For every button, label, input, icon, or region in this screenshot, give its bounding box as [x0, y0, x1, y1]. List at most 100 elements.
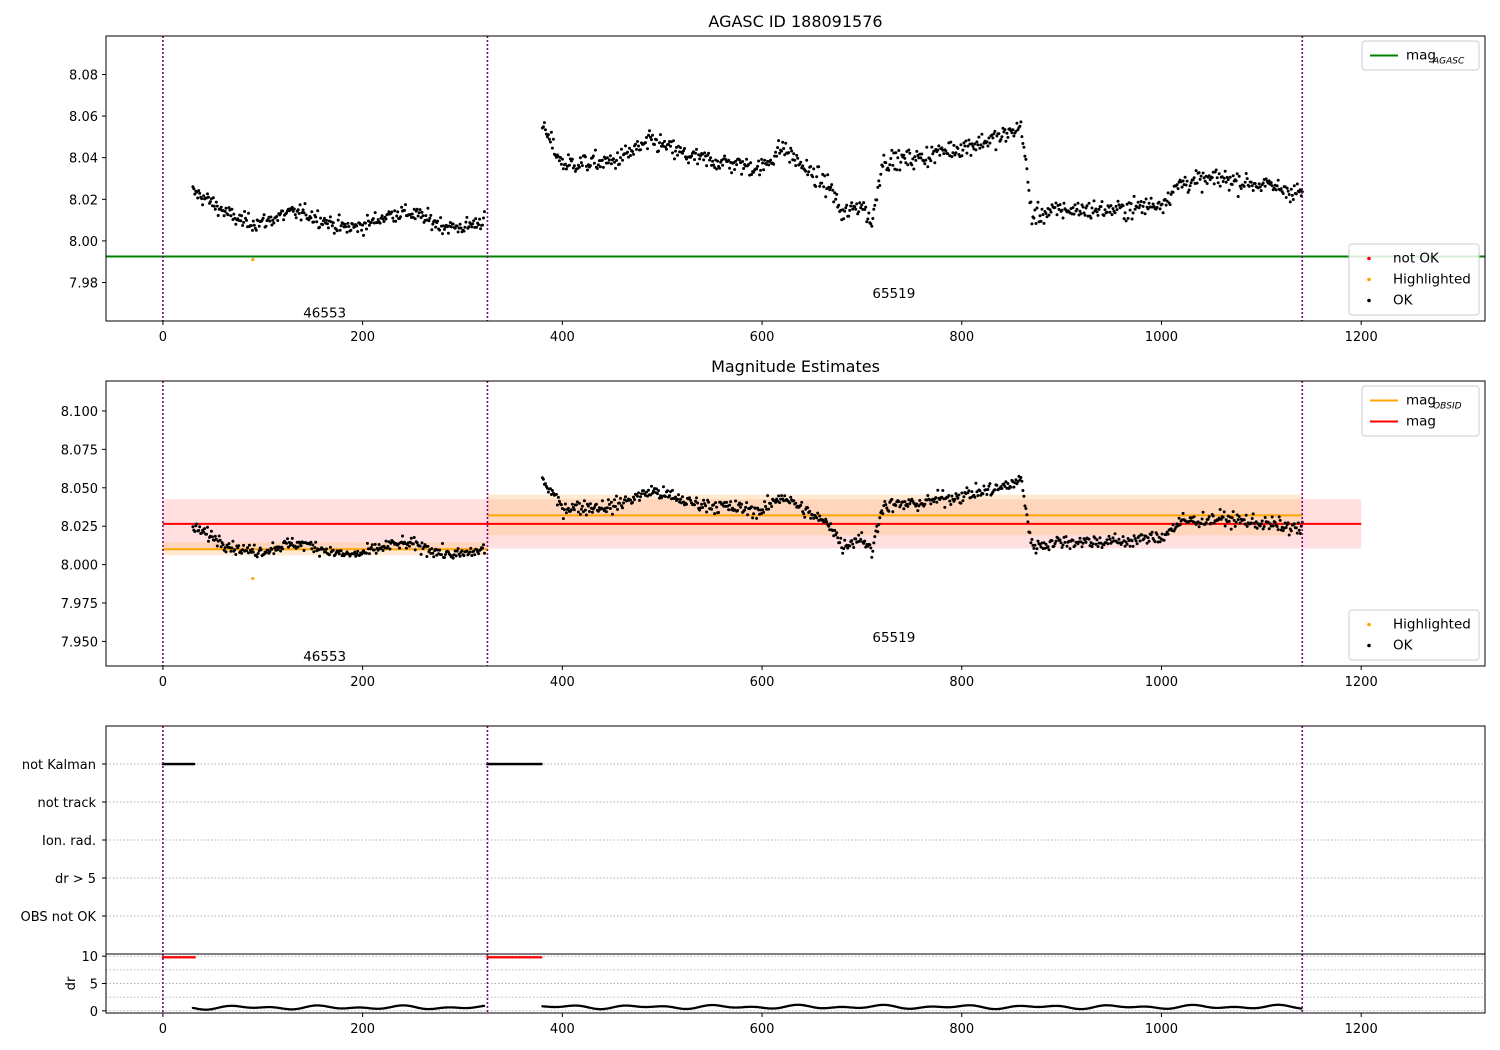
ok-point — [894, 151, 898, 155]
ok-point — [966, 144, 970, 148]
ok-point — [373, 211, 377, 215]
ok-point — [584, 164, 588, 168]
ok-point — [202, 194, 206, 198]
ok-point — [628, 146, 631, 150]
ok-point — [1204, 521, 1208, 525]
ok-point — [915, 149, 919, 153]
x-tick-label: 1000 — [1145, 330, 1178, 345]
ok-point — [884, 161, 888, 165]
dr-point — [193, 956, 196, 959]
ok-point — [988, 482, 992, 486]
ok-point — [702, 158, 706, 162]
ok-point — [543, 482, 547, 486]
ok-point — [456, 547, 460, 551]
ok-point — [239, 219, 243, 223]
ok-point — [1255, 526, 1259, 530]
ok-point — [1155, 533, 1159, 536]
ok-point — [1098, 536, 1102, 540]
ok-point — [1245, 524, 1249, 528]
ok-point — [1237, 174, 1241, 178]
ok-point — [730, 171, 734, 175]
x-tick-label: 800 — [949, 1022, 974, 1037]
ok-point — [981, 492, 985, 496]
y-tick-label: 7.975 — [61, 597, 98, 612]
ok-point — [959, 143, 963, 147]
ok-point — [807, 170, 811, 174]
ok-point — [474, 217, 478, 221]
x-tick-label: 1200 — [1345, 675, 1378, 690]
ok-point — [781, 140, 785, 144]
ok-point — [462, 554, 466, 558]
ok-point — [1209, 521, 1213, 525]
ok-point — [999, 138, 1003, 141]
ok-point — [1297, 528, 1301, 532]
ok-point — [761, 508, 765, 512]
ok-point — [1137, 206, 1141, 210]
ok-point — [1195, 181, 1199, 185]
ok-point — [290, 205, 294, 209]
ok-point — [399, 215, 403, 219]
ok-point — [852, 546, 856, 549]
ok-point — [281, 209, 285, 213]
ok-point — [1002, 130, 1006, 134]
ok-point — [746, 513, 750, 517]
ok-point — [436, 219, 440, 223]
ok-point — [1039, 219, 1043, 223]
ok-point — [669, 144, 672, 148]
ok-point — [339, 549, 343, 553]
ok-point — [251, 550, 255, 554]
ok-point — [985, 140, 989, 144]
ok-point — [923, 502, 927, 506]
ok-point — [789, 146, 793, 150]
ok-point — [951, 151, 955, 155]
ok-point — [976, 494, 980, 498]
ok-point — [1117, 203, 1121, 207]
ok-point — [551, 137, 555, 141]
ok-point — [1250, 184, 1254, 188]
ok-point — [632, 495, 635, 499]
ok-point — [987, 136, 991, 140]
ok-point — [558, 156, 562, 159]
ok-point — [289, 541, 293, 545]
ok-point — [1172, 529, 1176, 533]
ok-point — [592, 506, 596, 509]
ok-point — [1029, 200, 1033, 204]
ok-point — [903, 500, 907, 504]
ok-point — [615, 494, 618, 498]
ok-point — [1120, 541, 1124, 545]
ok-point — [616, 151, 619, 155]
ok-point — [683, 147, 686, 150]
ok-point — [252, 543, 256, 547]
ok-point — [1124, 219, 1128, 223]
ok-point — [812, 516, 816, 520]
ok-point — [596, 163, 600, 167]
ok-point — [231, 539, 235, 543]
ok-point — [557, 159, 561, 163]
ok-point — [412, 207, 416, 211]
ok-point — [707, 151, 711, 155]
ok-point — [967, 138, 971, 142]
ok-point — [1138, 203, 1142, 207]
ok-point — [1250, 517, 1254, 520]
ok-point — [415, 207, 419, 211]
ok-point — [838, 541, 842, 545]
ok-point — [1090, 545, 1094, 549]
ok-point — [1273, 521, 1277, 524]
ok-point — [855, 202, 859, 206]
ok-point — [1094, 542, 1098, 546]
ok-point — [975, 140, 979, 144]
ok-point — [1270, 184, 1274, 188]
ok-point — [1036, 539, 1040, 543]
ok-point — [1222, 176, 1226, 180]
ok-point — [685, 502, 688, 506]
obsid-label: 46553 — [303, 306, 346, 322]
ok-point — [789, 495, 793, 499]
ok-point — [1102, 214, 1106, 217]
ok-point — [1047, 213, 1051, 217]
ok-point — [438, 228, 442, 232]
ok-point — [1176, 187, 1180, 191]
ok-point — [631, 150, 634, 153]
ok-point — [559, 503, 563, 507]
ok-point — [1243, 180, 1247, 184]
ok-point — [440, 553, 443, 557]
